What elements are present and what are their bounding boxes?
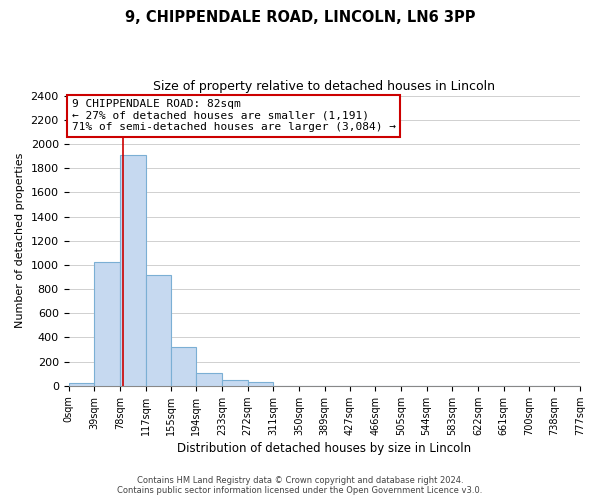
Text: 9, CHIPPENDALE ROAD, LINCOLN, LN6 3PP: 9, CHIPPENDALE ROAD, LINCOLN, LN6 3PP: [125, 10, 475, 25]
Bar: [248, 382, 273, 386]
Title: Size of property relative to detached houses in Lincoln: Size of property relative to detached ho…: [153, 80, 495, 93]
Y-axis label: Number of detached properties: Number of detached properties: [15, 153, 25, 328]
Bar: [94, 262, 120, 386]
X-axis label: Distribution of detached houses by size in Lincoln: Distribution of detached houses by size …: [177, 442, 472, 455]
Bar: [146, 274, 170, 386]
Bar: [68, 383, 94, 386]
Text: Contains HM Land Registry data © Crown copyright and database right 2024.
Contai: Contains HM Land Registry data © Crown c…: [118, 476, 482, 495]
Bar: [120, 155, 146, 386]
Bar: [196, 373, 222, 386]
Text: 9 CHIPPENDALE ROAD: 82sqm
← 27% of detached houses are smaller (1,191)
71% of se: 9 CHIPPENDALE ROAD: 82sqm ← 27% of detac…: [72, 99, 396, 132]
Bar: [222, 380, 248, 386]
Bar: [170, 347, 196, 386]
